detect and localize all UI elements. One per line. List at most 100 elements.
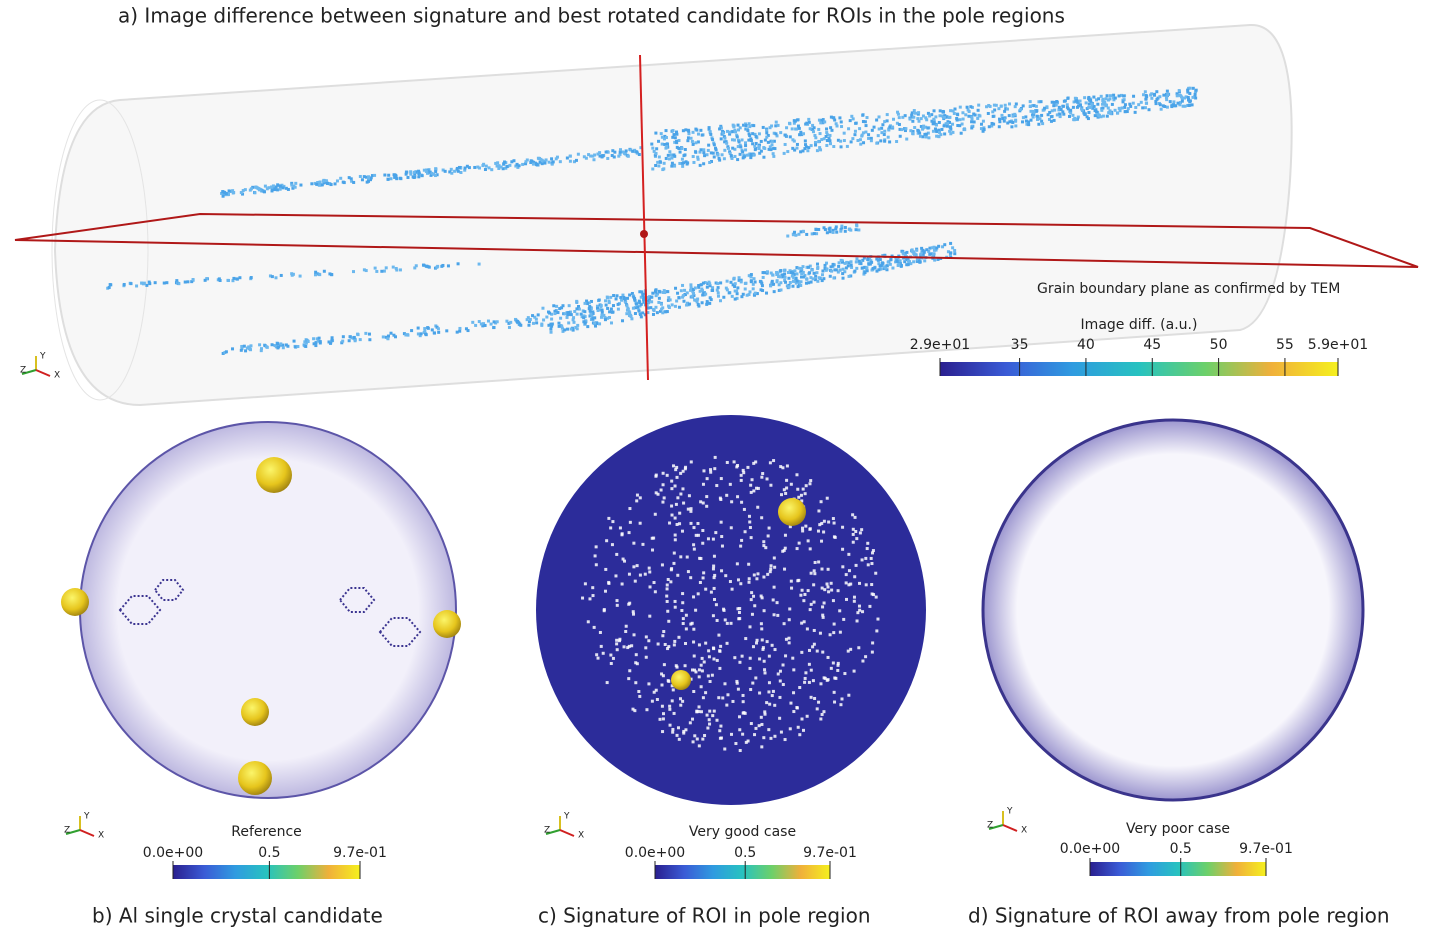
point [839, 228, 843, 232]
speck [700, 656, 704, 660]
point [1165, 98, 1169, 102]
point [527, 323, 531, 327]
point [697, 304, 701, 308]
speck [772, 556, 776, 560]
point [900, 249, 904, 253]
speck [611, 520, 615, 524]
point [241, 192, 245, 196]
speck [864, 556, 868, 560]
speck [710, 673, 714, 677]
speck [841, 565, 845, 569]
speck [773, 648, 777, 652]
speck [611, 656, 615, 660]
colorbar-title: Very poor case [1126, 821, 1230, 837]
speck [651, 548, 655, 552]
point [997, 107, 1001, 111]
point [747, 138, 751, 142]
point [855, 266, 859, 270]
point [339, 176, 343, 180]
speck [820, 539, 824, 543]
point [1024, 119, 1028, 123]
speck [698, 580, 702, 584]
point [606, 150, 610, 154]
speck [798, 733, 802, 737]
point [348, 335, 352, 339]
point [318, 340, 322, 344]
point [740, 148, 744, 152]
point [811, 123, 815, 127]
point [794, 127, 798, 131]
point [657, 300, 661, 304]
point [672, 153, 676, 157]
speck [626, 646, 630, 650]
speck [725, 460, 729, 464]
point [608, 310, 612, 314]
point [1093, 114, 1097, 118]
point [661, 311, 665, 315]
speck [712, 709, 716, 713]
point [1074, 99, 1078, 103]
point [918, 260, 922, 264]
point [270, 343, 274, 347]
point [721, 129, 725, 133]
peak [778, 498, 806, 526]
speck [781, 466, 785, 470]
point [1166, 92, 1170, 96]
point [830, 128, 834, 132]
point [821, 121, 825, 125]
point [1176, 101, 1180, 105]
point [330, 338, 334, 342]
point [795, 272, 799, 276]
speck [749, 490, 753, 494]
point [671, 129, 675, 133]
point [730, 156, 734, 160]
point [647, 301, 651, 305]
point [753, 144, 757, 148]
point [626, 307, 630, 311]
point [463, 168, 467, 172]
speck [808, 608, 812, 612]
point [692, 287, 696, 291]
point [434, 167, 438, 171]
point [1104, 97, 1108, 101]
point [901, 115, 905, 119]
point [919, 125, 923, 129]
speck [719, 477, 723, 481]
speck [771, 598, 775, 602]
speck [851, 540, 855, 544]
point [1180, 97, 1184, 101]
point [314, 344, 318, 348]
point [865, 116, 869, 120]
speck [762, 659, 766, 663]
point [814, 274, 818, 278]
speck [785, 486, 789, 490]
point [724, 140, 728, 144]
speck [800, 650, 804, 654]
speck [804, 671, 808, 675]
speck [648, 570, 652, 574]
speck [769, 483, 773, 487]
speck [676, 726, 680, 730]
point [749, 137, 753, 141]
speck [735, 562, 739, 566]
point [384, 335, 388, 339]
point [325, 182, 329, 186]
point [655, 311, 659, 315]
speck [706, 674, 710, 678]
point [820, 118, 824, 122]
point [505, 165, 509, 169]
speck [760, 745, 764, 749]
point [602, 313, 606, 317]
point [625, 312, 629, 316]
point [294, 345, 298, 349]
point [482, 322, 486, 326]
point [540, 162, 544, 166]
speck [825, 496, 829, 500]
speck [644, 635, 648, 639]
speck [800, 717, 804, 721]
point [428, 170, 432, 174]
point [861, 120, 865, 124]
speck [747, 562, 751, 566]
point [949, 241, 953, 245]
speck [723, 682, 727, 686]
